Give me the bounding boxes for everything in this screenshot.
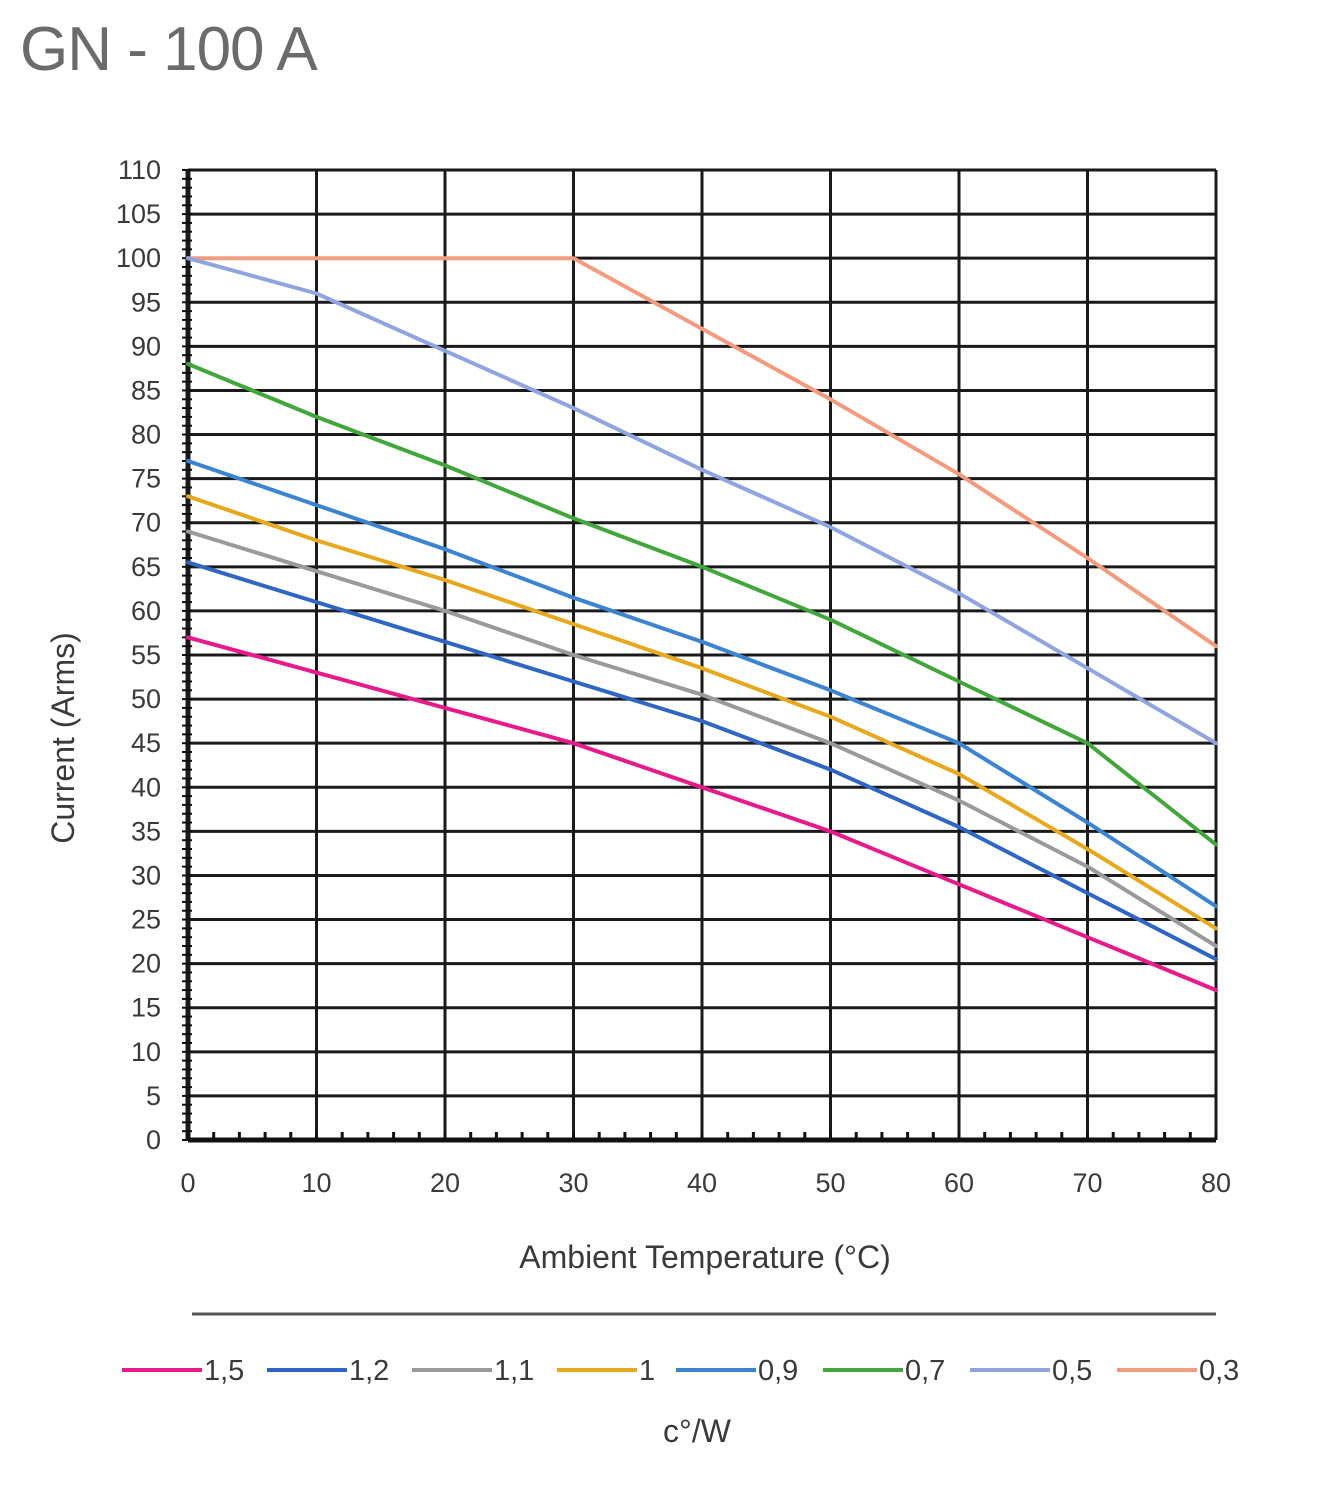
legend-title: c°/W <box>663 1413 732 1449</box>
y-tick-label: 85 <box>131 375 161 405</box>
series-line <box>186 635 1218 993</box>
y-tick-label: 35 <box>131 816 161 846</box>
y-tick-labels: 0 5 10 15 20 25 30 35 40 45 50 55 60 65 70 75 80 85 90 95 10… <box>116 155 161 1155</box>
series-line <box>186 362 1218 847</box>
x-tick-label: 10 <box>301 1168 331 1198</box>
y-tick-label: 25 <box>131 905 161 935</box>
legend-label: 0,3 <box>1199 1355 1239 1387</box>
legend-label: 0,5 <box>1052 1355 1092 1387</box>
legend-label: 1,2 <box>349 1355 389 1387</box>
y-tick-label: 60 <box>131 596 161 626</box>
y-tick-label: 105 <box>116 199 161 229</box>
x-tick-label: 50 <box>815 1168 845 1198</box>
y-tick-label: 80 <box>131 420 161 450</box>
y-tick-label: 0 <box>146 1125 161 1155</box>
y-tick-label: 110 <box>118 155 161 185</box>
series-line <box>186 256 1218 649</box>
legend-label: 0,9 <box>758 1355 798 1387</box>
x-tick-label: 20 <box>430 1168 460 1198</box>
y-tick-label: 90 <box>131 331 161 361</box>
legend-label: 1 <box>639 1355 655 1387</box>
series-lines <box>186 256 1218 993</box>
y-tick-label: 75 <box>131 464 161 494</box>
x-axis-title: Ambient Temperature (°C) <box>519 1239 890 1275</box>
y-tick-label: 40 <box>131 772 161 802</box>
x-tick-label: 80 <box>1201 1168 1231 1198</box>
y-tick-label: 65 <box>131 552 161 582</box>
series-line <box>186 560 1218 962</box>
y-tick-label: 20 <box>131 949 161 979</box>
x-tick-label: 30 <box>558 1168 588 1198</box>
x-tick-labels: 0 10 20 30 40 50 60 70 80 <box>180 1168 1231 1198</box>
x-tick-label: 70 <box>1072 1168 1102 1198</box>
legend: 1,5 1,2 1,1 1 0,9 0,7 0,5 0,3 <box>122 1355 1239 1387</box>
y-tick-label: 70 <box>131 508 161 538</box>
y-tick-label: 100 <box>116 243 161 273</box>
chart-title: GN - 100 A <box>20 15 318 84</box>
y-tick-label: 95 <box>131 287 161 317</box>
y-tick-label: 45 <box>131 728 161 758</box>
series-line <box>186 459 1218 909</box>
grid-lines <box>185 168 1218 1143</box>
series-line <box>186 256 1218 746</box>
y-tick-label: 55 <box>131 640 161 670</box>
series-line <box>186 494 1218 931</box>
y-tick-label: 10 <box>131 1037 161 1067</box>
legend-label: 1,5 <box>204 1355 244 1387</box>
series-line <box>186 529 1218 948</box>
x-tick-label: 0 <box>180 1168 195 1198</box>
y-tick-label: 50 <box>131 684 161 714</box>
y-tick-label: 5 <box>146 1081 161 1111</box>
y-tick-label: 15 <box>131 993 161 1023</box>
legend-label: 1,1 <box>494 1355 534 1387</box>
legend-label: 0,7 <box>905 1355 945 1387</box>
y-axis-title: Current (Arms) <box>45 632 81 844</box>
y-tick-label: 30 <box>131 860 161 890</box>
x-tick-label: 40 <box>687 1168 717 1198</box>
x-tick-label: 60 <box>944 1168 974 1198</box>
